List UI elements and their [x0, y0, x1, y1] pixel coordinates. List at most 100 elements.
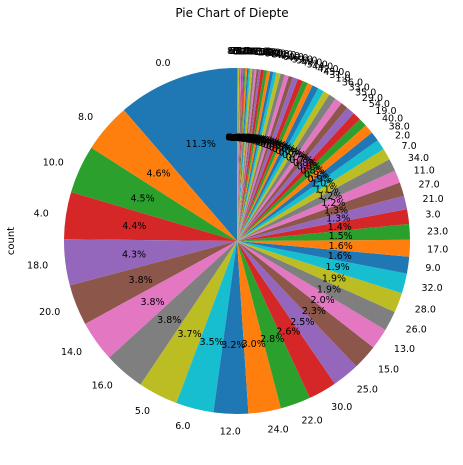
pie-percent-label: 0.6%: [272, 144, 296, 155]
pie-slice: [237, 98, 342, 241]
pie-percent-label: 0.1%: [231, 133, 255, 144]
pie-slice: [237, 170, 400, 241]
pie-category-label: 14.0: [61, 347, 82, 358]
pie-category-label: 64.0: [233, 46, 254, 57]
pie-category-label: 11.0: [414, 166, 435, 177]
pie-category-label: 21.0: [423, 194, 444, 205]
pie-percent-label: 0.4%: [255, 137, 279, 148]
pie-slice: [237, 75, 293, 241]
pie-category-label: 75.0: [231, 46, 252, 57]
pie-category-label: 33.0: [349, 82, 370, 93]
pie-category-label: 10.0: [43, 158, 64, 169]
pie-slice: [237, 69, 264, 242]
pie-percent-label: 0.3%: [246, 135, 270, 146]
pie-percent-label: 11.3%: [186, 139, 216, 150]
pie-percent-label: 4.4%: [122, 221, 146, 232]
pie-category-label: 0.0: [155, 58, 170, 69]
pie-slice: [64, 239, 237, 286]
pie-percent-label: 1.6%: [328, 251, 352, 262]
pie-category-label: 30.0: [331, 402, 352, 413]
pie-slice: [69, 241, 237, 324]
pie-slice: [140, 241, 237, 404]
pie-percent-label: 0.5%: [260, 139, 284, 150]
pie-percent-label: 1.9%: [326, 262, 350, 273]
pie-category-labels: 0.0 8.0 10.0 4.0 18.0 20.0 14.0 16.0 5.0 6.0 12.0 2…: [27, 46, 448, 437]
pie-category-label: 62.0: [235, 46, 256, 57]
pie-category-label: 16.0: [92, 381, 113, 392]
pie-category-label: 22.0: [301, 416, 322, 427]
pie-category-label: 27.0: [419, 179, 440, 190]
pie-category-label: 9.0: [425, 263, 440, 274]
chart-title: Pie Chart of Diepte: [175, 6, 288, 20]
pie-percent-label: 1.1%: [315, 184, 339, 195]
pie-slice: [237, 125, 372, 241]
pie-slice: [237, 68, 246, 241]
pie-percent-label: 0.2%: [239, 134, 263, 145]
pie-slice: [109, 241, 237, 385]
y-axis-label: count: [6, 227, 17, 255]
pie-category-label: 44.0: [312, 62, 333, 73]
pie-category-label: 68.0: [229, 46, 250, 57]
pie-percent-label: 2.5%: [290, 317, 314, 328]
pie-slice: [237, 107, 354, 241]
pie-slice: [237, 241, 310, 409]
pie-category-label: 36.0: [342, 78, 363, 89]
pie-category-label: 2.0: [395, 131, 410, 142]
pie-percent-label: 1.2%: [321, 198, 345, 209]
pie-slice: [237, 77, 298, 241]
pie-percent-label: 1.9%: [322, 274, 346, 285]
pie-category-label: 42.0: [317, 64, 338, 75]
pie-percent-label: 3.8%: [129, 275, 153, 286]
pie-category-label: 56.0: [260, 48, 281, 59]
pie-slice: [237, 209, 410, 241]
pie-category-label: 50.0: [296, 56, 317, 67]
pie-category-label: 70.0: [249, 47, 270, 58]
pie-category-label: 3.0: [425, 210, 440, 221]
pie-percent-label: 0.3%: [242, 134, 266, 145]
pie-percent-label: 3.5%: [200, 337, 224, 348]
pie-slice: [237, 68, 248, 242]
pie-category-label: 31.0: [329, 70, 350, 81]
pie-slice: [237, 68, 253, 241]
pie-slice: [237, 68, 243, 241]
pie-percent-label: 0.3%: [240, 134, 264, 145]
pie-category-label: 19.0: [375, 106, 396, 117]
pie-percent-label: 0.6%: [275, 146, 299, 157]
pie-category-label: 13.0: [394, 344, 415, 355]
pie-slice: [237, 241, 281, 414]
pie-slice: [237, 68, 251, 242]
pie-percent-label: 0.9%: [304, 169, 328, 180]
pie-percent-label: 0.8%: [293, 158, 317, 169]
pie-percent-label: 2.3%: [302, 306, 326, 317]
pie-percent-label: 2.8%: [260, 334, 284, 345]
pie-slice: [91, 110, 238, 242]
pie-category-label: 59.0: [234, 46, 255, 57]
pie-percent-label: 0.7%: [282, 150, 306, 161]
pie-percent-label: 0.7%: [286, 152, 310, 163]
pie-percent-label: 0.9%: [308, 174, 332, 185]
pie-category-label: 15.0: [378, 364, 399, 375]
pie-slice: [237, 241, 335, 398]
pie-percent-label: 0.1%: [228, 133, 252, 144]
pie-slice: [237, 70, 268, 242]
pie-category-label: 37.0: [307, 59, 328, 70]
pie-category-label: 20.0: [39, 307, 60, 318]
pie-percent-label: 2.0%: [311, 295, 335, 306]
pie-category-label: 45.0: [323, 67, 344, 78]
pie-slice: [237, 103, 348, 241]
pie-slice: [237, 74, 289, 241]
pie-percent-label: 3.0%: [242, 339, 266, 350]
pie-category-label: 48.0: [301, 57, 322, 68]
pie-percent-label: 0.4%: [257, 138, 281, 149]
pie-percent-label: 4.3%: [122, 249, 146, 260]
pie-slice: [123, 67, 237, 241]
pie-slice: [237, 81, 308, 241]
pie-category-label: 57.0: [247, 46, 268, 57]
pie-percent-label: 0.1%: [232, 133, 256, 144]
pie-percent-label: 1.3%: [324, 205, 348, 216]
pie-slice: [237, 195, 408, 241]
pie-slice: [237, 70, 271, 242]
pie-category-label: 51.0: [255, 47, 276, 58]
pie-percent-label: 0.8%: [300, 165, 324, 176]
